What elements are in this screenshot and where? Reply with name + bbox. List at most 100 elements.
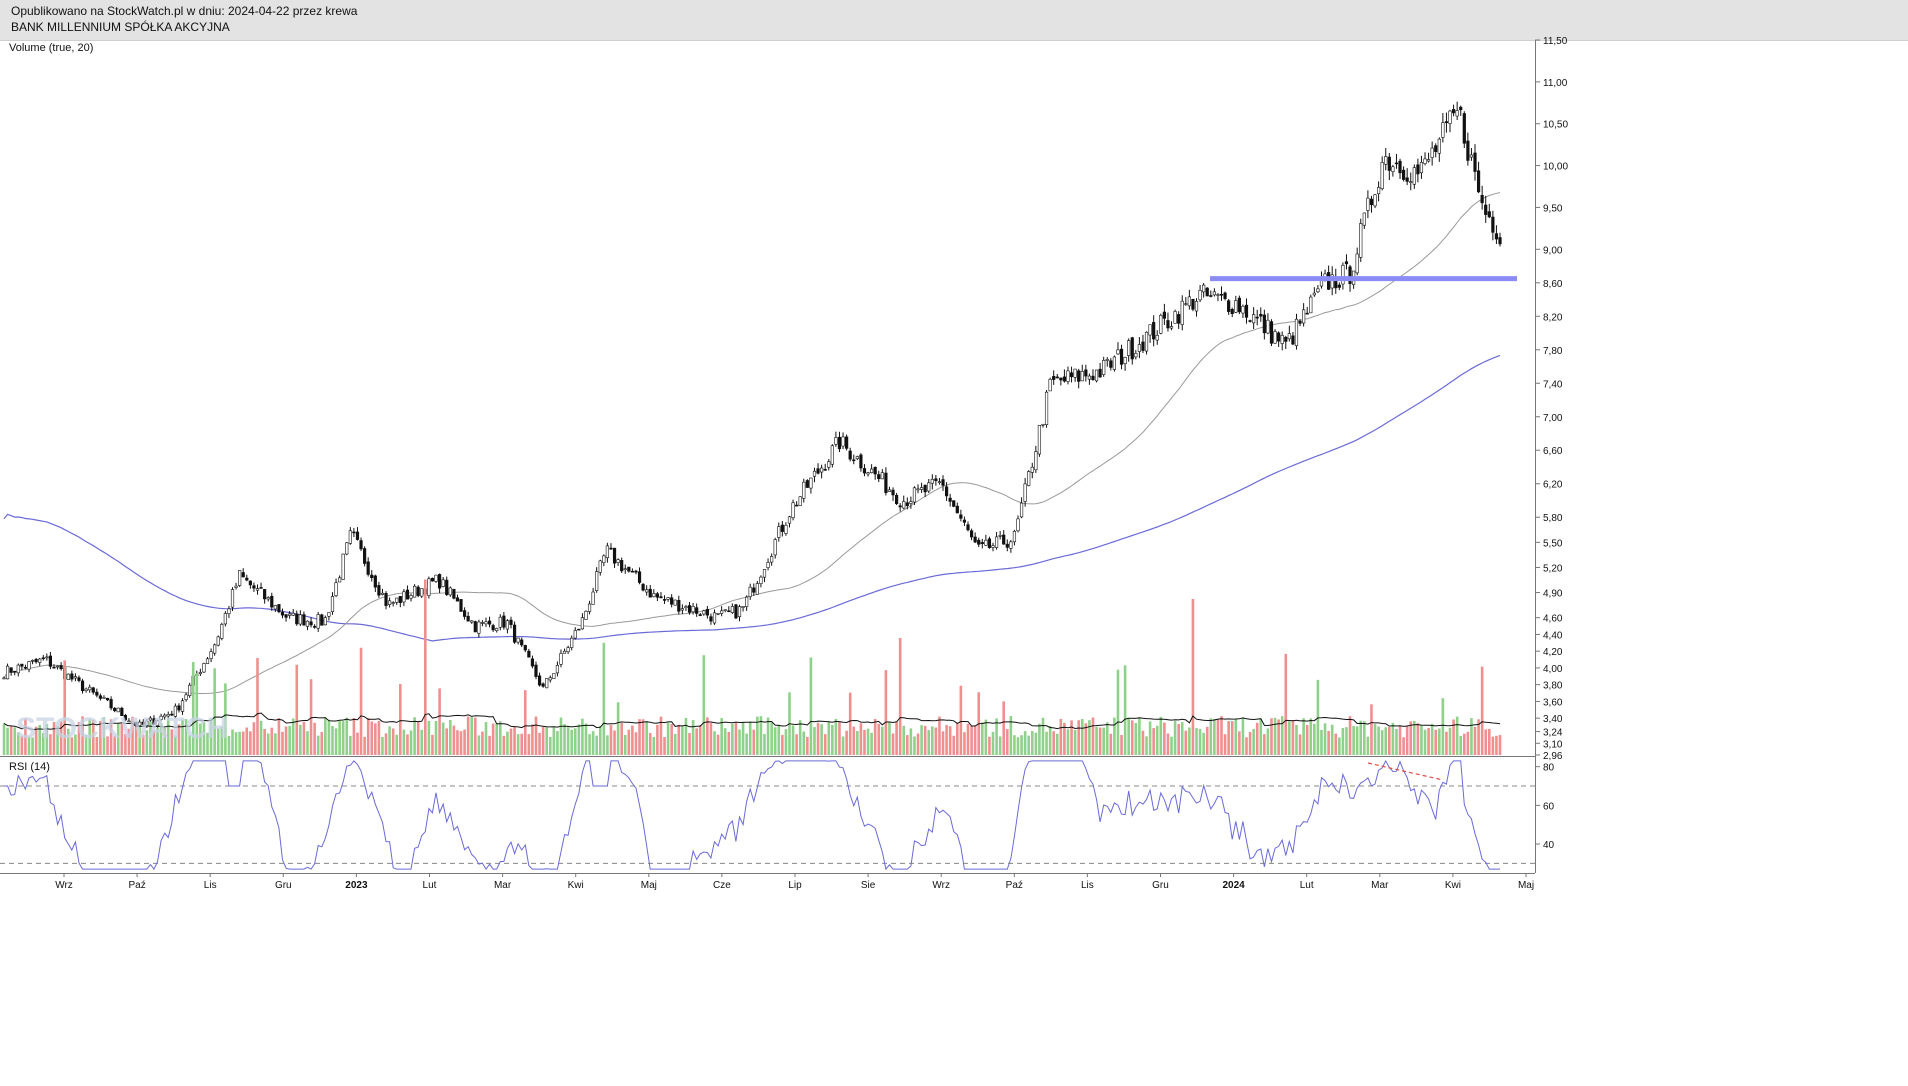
candle-body	[1291, 335, 1295, 345]
volume-bar	[1295, 724, 1298, 755]
candle-body	[1366, 197, 1370, 211]
volume-bar	[113, 735, 116, 755]
volume-bar	[459, 731, 463, 755]
volume-bar	[559, 717, 563, 755]
volume-bar	[802, 731, 806, 755]
volume-bar	[902, 725, 906, 755]
volume-bar	[31, 737, 34, 755]
price-tick-label: 4,20	[1543, 647, 1563, 658]
volume-bar	[309, 679, 313, 755]
candle-body	[812, 470, 817, 477]
candle-body	[984, 539, 988, 546]
candle-body	[1202, 284, 1206, 293]
candle-body	[1344, 261, 1349, 265]
candle-body	[559, 653, 563, 665]
candle-body	[388, 600, 392, 605]
volume-bar	[695, 728, 698, 755]
published-info: Opublikowano na StockWatch.pl w dniu: 20…	[11, 4, 358, 18]
candle-body	[919, 487, 924, 490]
candle-body	[209, 651, 213, 659]
volume-bar	[713, 731, 716, 755]
volume-bar	[1345, 727, 1348, 755]
candle-body	[673, 599, 677, 606]
candle-body	[263, 589, 267, 600]
candle-body	[1348, 266, 1352, 284]
volume-bar	[1352, 726, 1355, 755]
volume-bar	[149, 721, 152, 755]
volume-bar	[566, 727, 570, 755]
volume-bar	[841, 736, 845, 755]
volume-bar	[1445, 731, 1448, 755]
price-tick-label: 5,20	[1543, 563, 1563, 574]
time-tick-label: Lut	[1300, 880, 1314, 891]
candle-body	[66, 673, 70, 680]
volume-bar	[1120, 735, 1123, 755]
volume-bar	[316, 735, 320, 755]
candle-body	[1469, 154, 1474, 158]
price-tick-label: 3,24	[1543, 728, 1563, 739]
candle-body	[1069, 372, 1074, 378]
candle-body	[1244, 304, 1249, 318]
candle-body	[170, 713, 174, 716]
ma-short-line	[3, 192, 1501, 694]
volume-bar	[581, 718, 584, 755]
candle-body	[384, 592, 388, 606]
time-tick-label: Paź	[128, 880, 145, 891]
volume-bar	[1234, 719, 1238, 755]
candle-body	[238, 570, 242, 586]
price-tick-label: 8,60	[1543, 279, 1563, 290]
volume-bar	[1273, 717, 1277, 755]
volume-bar	[756, 716, 759, 755]
candle-body	[777, 526, 781, 538]
candle-body	[1123, 357, 1127, 364]
volume-bar	[456, 730, 459, 755]
volume-bar	[341, 721, 345, 755]
candle-body	[895, 494, 899, 505]
time-tick-label: Kwi	[568, 880, 584, 891]
volume-bar	[352, 718, 356, 755]
candle-body	[598, 560, 602, 573]
candle-body	[927, 482, 931, 492]
volume-bar	[745, 733, 748, 755]
candle-body	[820, 467, 824, 473]
volume-bar	[1370, 704, 1373, 755]
volume-bar	[595, 735, 598, 755]
candle-body	[648, 588, 652, 598]
volume-bar	[1130, 720, 1134, 755]
candle-body	[302, 614, 306, 626]
candle-body	[562, 650, 567, 654]
volume-bar	[295, 664, 299, 755]
candle-body	[1023, 483, 1027, 502]
volume-bar	[645, 721, 648, 755]
candle-body	[173, 705, 177, 717]
volume-bar	[331, 725, 334, 755]
time-tick-label: Wrz	[932, 880, 950, 891]
candle-body	[180, 700, 185, 712]
volume-bar	[188, 735, 191, 755]
candle-body	[309, 621, 313, 626]
volume-bar	[463, 729, 466, 755]
volume-bar	[1198, 728, 1202, 755]
candle-body	[1262, 314, 1266, 334]
volume-bar	[727, 731, 731, 755]
volume-bar	[1477, 719, 1480, 755]
rsi-divider	[0, 756, 1535, 757]
volume-bar	[1252, 729, 1255, 755]
volume-bar	[420, 729, 424, 755]
candle-body	[1144, 331, 1149, 352]
candle-body	[1209, 295, 1213, 297]
candle-body	[623, 568, 627, 571]
candle-body	[127, 720, 131, 723]
volume-bar	[1023, 731, 1027, 755]
volume-bar	[241, 731, 245, 755]
time-tick-label: 2024	[1222, 880, 1245, 891]
candle-body	[380, 592, 385, 595]
candle-body	[1091, 375, 1095, 381]
volume-bar	[738, 729, 741, 755]
volume-bar	[777, 724, 781, 755]
volume-bar	[998, 736, 1002, 755]
volume-bar	[1320, 729, 1323, 755]
volume-bar	[763, 734, 766, 755]
volume-bar	[666, 722, 670, 755]
rsi-line	[4, 759, 1500, 871]
